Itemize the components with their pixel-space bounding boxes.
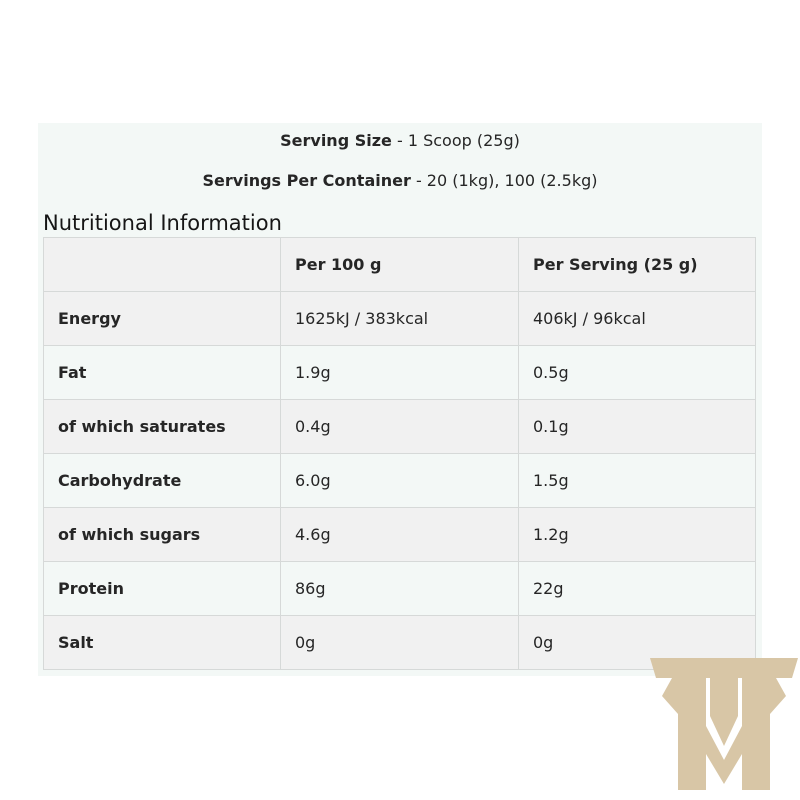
value-per-100g: 86g xyxy=(280,561,519,616)
header-per-serving: Per Serving (25 g) xyxy=(518,237,756,292)
nutrient-name: of which sugars xyxy=(43,507,281,562)
nutrient-name: Fat xyxy=(43,345,281,400)
nutrition-panel: Serving Size - 1 Scoop (25g) Servings Pe… xyxy=(38,123,762,676)
value-per-100g: 1625kJ / 383kcal xyxy=(280,291,519,346)
table-row: Carbohydrate 6.0g 1.5g xyxy=(43,453,756,508)
servings-per-container-value: - 20 (1kg), 100 (2.5kg) xyxy=(410,171,598,190)
serving-size-value: - 1 Scoop (25g) xyxy=(391,131,520,150)
value-per-100g: 4.6g xyxy=(280,507,519,562)
brand-logo-icon xyxy=(650,658,798,790)
nutrition-table: Per 100 g Per Serving (25 g) Energy 1625… xyxy=(43,237,756,670)
header-per-100g: Per 100 g xyxy=(280,237,519,292)
table-row: Fat 1.9g 0.5g xyxy=(43,345,756,400)
nutrient-name: Protein xyxy=(43,561,281,616)
serving-size-label: Serving Size xyxy=(280,131,392,150)
nutrient-name: Carbohydrate xyxy=(43,453,281,508)
table-row: Protein 86g 22g xyxy=(43,561,756,616)
value-per-100g: 6.0g xyxy=(280,453,519,508)
value-per-serving: 406kJ / 96kcal xyxy=(518,291,756,346)
table-row: Salt 0g 0g xyxy=(43,615,756,670)
section-title: Nutritional Information xyxy=(43,211,282,235)
nutrient-name: Energy xyxy=(43,291,281,346)
table-row: of which saturates 0.4g 0.1g xyxy=(43,399,756,454)
value-per-serving: 0.1g xyxy=(518,399,756,454)
servings-per-container-label: Servings Per Container xyxy=(202,171,411,190)
value-per-serving: 1.2g xyxy=(518,507,756,562)
servings-per-container: Servings Per Container - 20 (1kg), 100 (… xyxy=(38,171,762,191)
serving-size: Serving Size - 1 Scoop (25g) xyxy=(38,131,762,151)
value-per-serving: 1.5g xyxy=(518,453,756,508)
value-per-serving: 22g xyxy=(518,561,756,616)
value-per-serving: 0.5g xyxy=(518,345,756,400)
value-per-100g: 0g xyxy=(280,615,519,670)
table-header-row: Per 100 g Per Serving (25 g) xyxy=(43,237,756,292)
nutrient-name: of which saturates xyxy=(43,399,281,454)
header-empty xyxy=(43,237,281,292)
table-row: Energy 1625kJ / 383kcal 406kJ / 96kcal xyxy=(43,291,756,346)
value-per-100g: 1.9g xyxy=(280,345,519,400)
nutrient-name: Salt xyxy=(43,615,281,670)
table-row: of which sugars 4.6g 1.2g xyxy=(43,507,756,562)
value-per-100g: 0.4g xyxy=(280,399,519,454)
